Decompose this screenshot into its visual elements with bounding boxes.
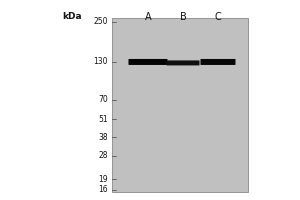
Text: 38: 38 <box>98 133 108 142</box>
FancyBboxPatch shape <box>167 60 200 65</box>
FancyBboxPatch shape <box>128 59 167 65</box>
Text: 70: 70 <box>98 95 108 104</box>
Text: 16: 16 <box>98 186 108 194</box>
Bar <box>112 18 248 192</box>
Text: 28: 28 <box>98 151 108 160</box>
FancyBboxPatch shape <box>200 59 236 65</box>
Text: 51: 51 <box>98 115 108 124</box>
Text: 130: 130 <box>94 57 108 66</box>
Text: 250: 250 <box>94 18 108 26</box>
Text: B: B <box>180 12 186 22</box>
Text: kDa: kDa <box>62 12 82 21</box>
Text: A: A <box>145 12 151 22</box>
Text: 19: 19 <box>98 175 108 184</box>
Text: C: C <box>214 12 221 22</box>
